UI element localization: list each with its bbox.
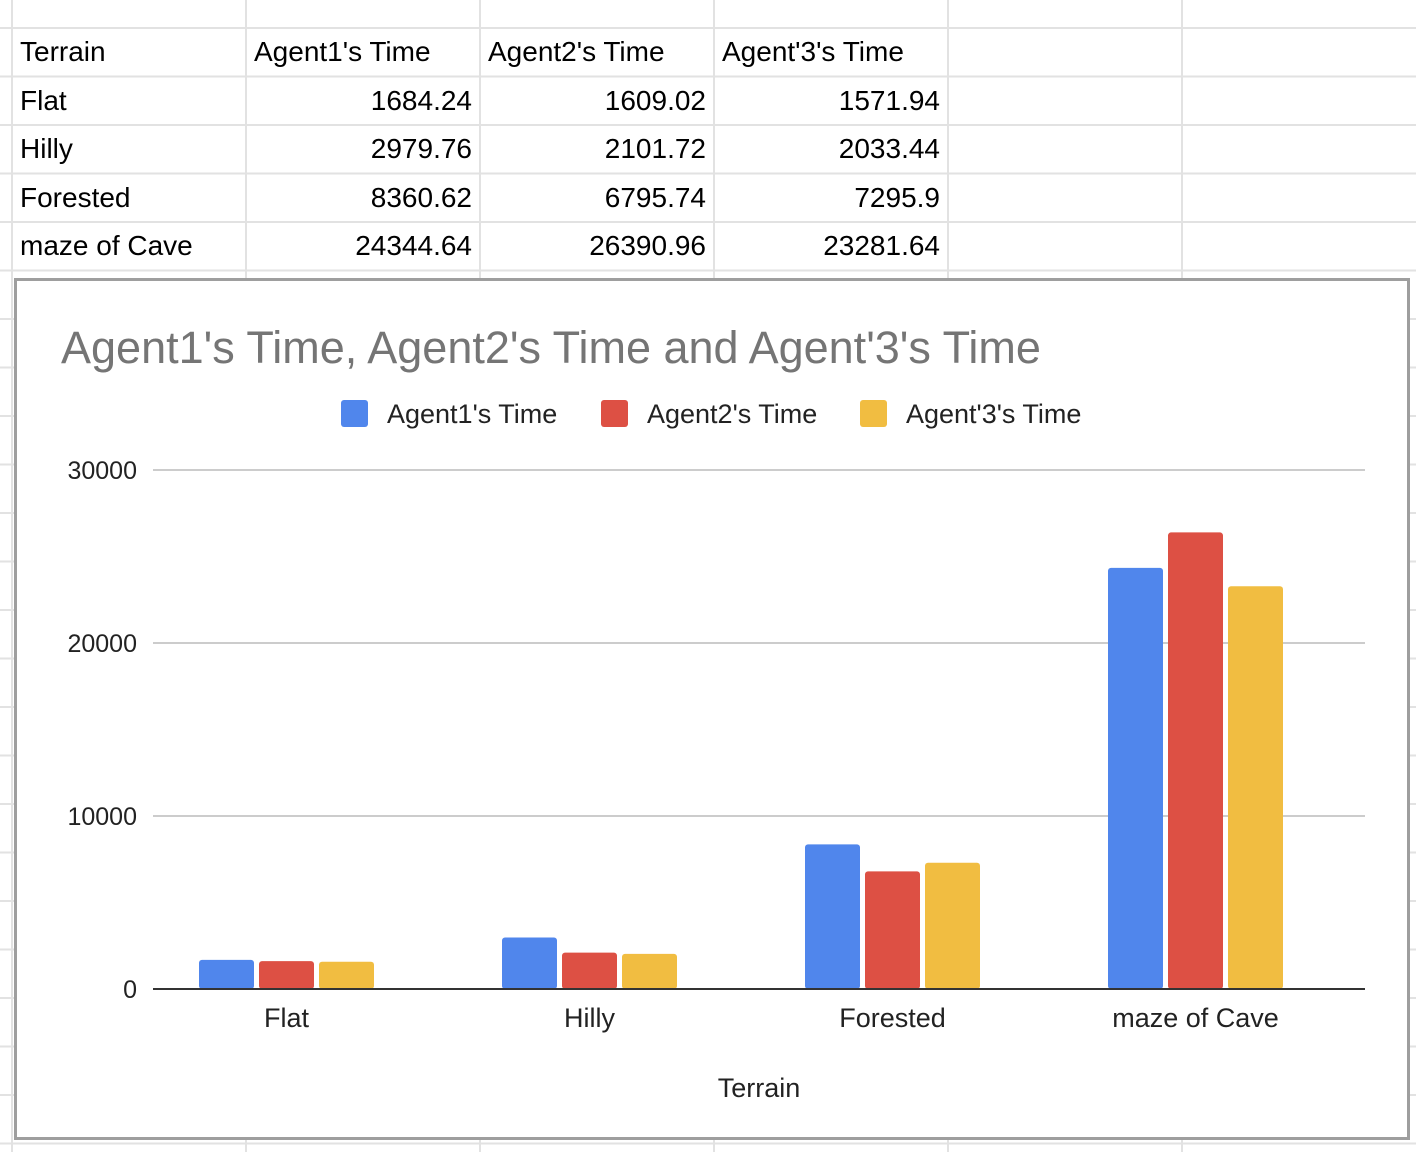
header-cell[interactable]: Agent2's Time (488, 36, 665, 67)
x-category-label: Forested (839, 1003, 946, 1033)
table-cell[interactable]: 2101.72 (604, 133, 706, 164)
table-cell[interactable]: 6795.74 (604, 181, 706, 213)
table-cell[interactable]: 1571.94 (838, 84, 940, 116)
table-cell[interactable]: 1684.24 (370, 84, 472, 116)
table-cell[interactable]: Forested (20, 181, 131, 213)
bar[interactable] (562, 952, 617, 989)
y-tick-label: 30000 (67, 457, 137, 485)
x-axis-categories: Flat Hilly Forested maze of Cave (264, 1003, 1279, 1033)
legend-label: Agent1's Time (387, 399, 557, 429)
table-cell[interactable]: Flat (20, 84, 67, 116)
header-cell[interactable]: Agent1's Time (254, 36, 431, 67)
x-category-label: Hilly (564, 1003, 615, 1033)
bar[interactable] (925, 862, 980, 989)
table-cell[interactable]: 7295.9 (854, 181, 940, 213)
bar[interactable] (865, 871, 920, 989)
table-cell[interactable]: 23281.64 (823, 230, 940, 261)
bar[interactable] (1168, 532, 1223, 989)
table-cell[interactable]: 24344.64 (355, 230, 472, 261)
x-category-label: Flat (264, 1003, 310, 1033)
legend-swatch (601, 400, 628, 427)
table-cell[interactable]: Hilly (20, 133, 73, 164)
y-axis-ticks: 0 10000 20000 30000 (67, 457, 137, 1004)
bar[interactable] (1108, 567, 1163, 989)
bar[interactable] (259, 961, 314, 989)
table-cell[interactable]: 8360.62 (370, 181, 472, 213)
table-cell[interactable]: 26390.96 (589, 230, 706, 261)
bar[interactable] (199, 959, 254, 989)
chart-title: Agent1's Time, Agent2's Time and Agent'3… (61, 322, 1041, 373)
table-cell[interactable]: 2979.76 (370, 133, 472, 164)
bar[interactable] (805, 844, 860, 989)
bar-chart: Agent1's Time, Agent2's Time and Agent'3… (61, 322, 1365, 1103)
bar[interactable] (319, 961, 374, 989)
legend-swatch (341, 400, 368, 427)
legend-label: Agent2's Time (647, 399, 817, 429)
table-cell[interactable]: 1609.02 (604, 84, 706, 116)
legend-label: Agent'3's Time (906, 399, 1081, 429)
legend-swatch (860, 400, 887, 427)
bar[interactable] (502, 937, 557, 989)
header-cell[interactable]: Terrain (20, 36, 106, 67)
y-tick-label: 0 (123, 976, 137, 1004)
y-tick-label: 20000 (67, 630, 137, 658)
x-category-label: maze of Cave (1112, 1003, 1279, 1033)
bars (199, 532, 1283, 989)
table-cell[interactable]: 2033.44 (838, 133, 940, 164)
bar[interactable] (622, 953, 677, 989)
y-tick-label: 10000 (67, 803, 137, 831)
chart-container[interactable]: Agent1's Time, Agent2's Time and Agent'3… (14, 278, 1410, 1140)
legend: Agent1's Time Agent2's Time Agent'3's Time (341, 399, 1081, 429)
table-cell[interactable]: maze of Cave (20, 230, 193, 261)
bar[interactable] (1228, 586, 1283, 989)
header-cell[interactable]: Agent'3's Time (722, 36, 904, 67)
x-axis-title: Terrain (718, 1073, 801, 1103)
